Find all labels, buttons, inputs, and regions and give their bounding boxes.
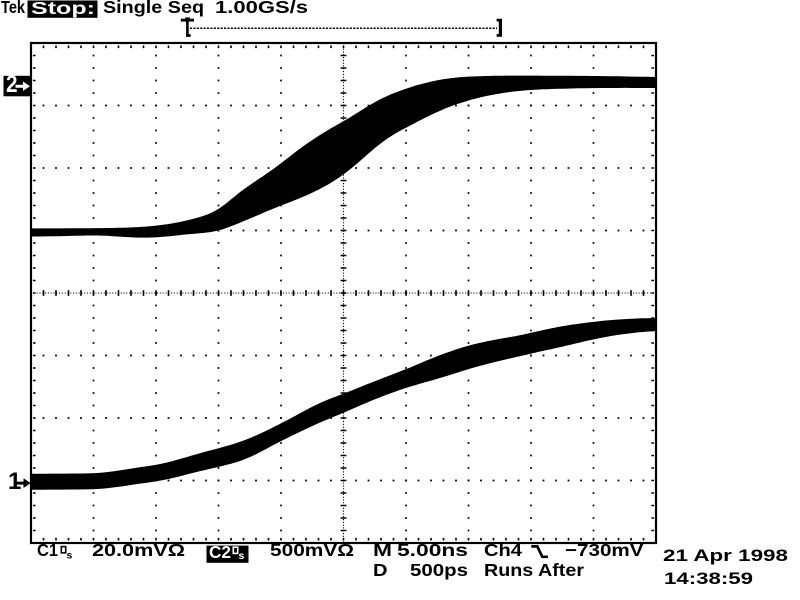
svg-text:s: s [67,549,73,561]
svg-text:s: s [239,550,245,562]
